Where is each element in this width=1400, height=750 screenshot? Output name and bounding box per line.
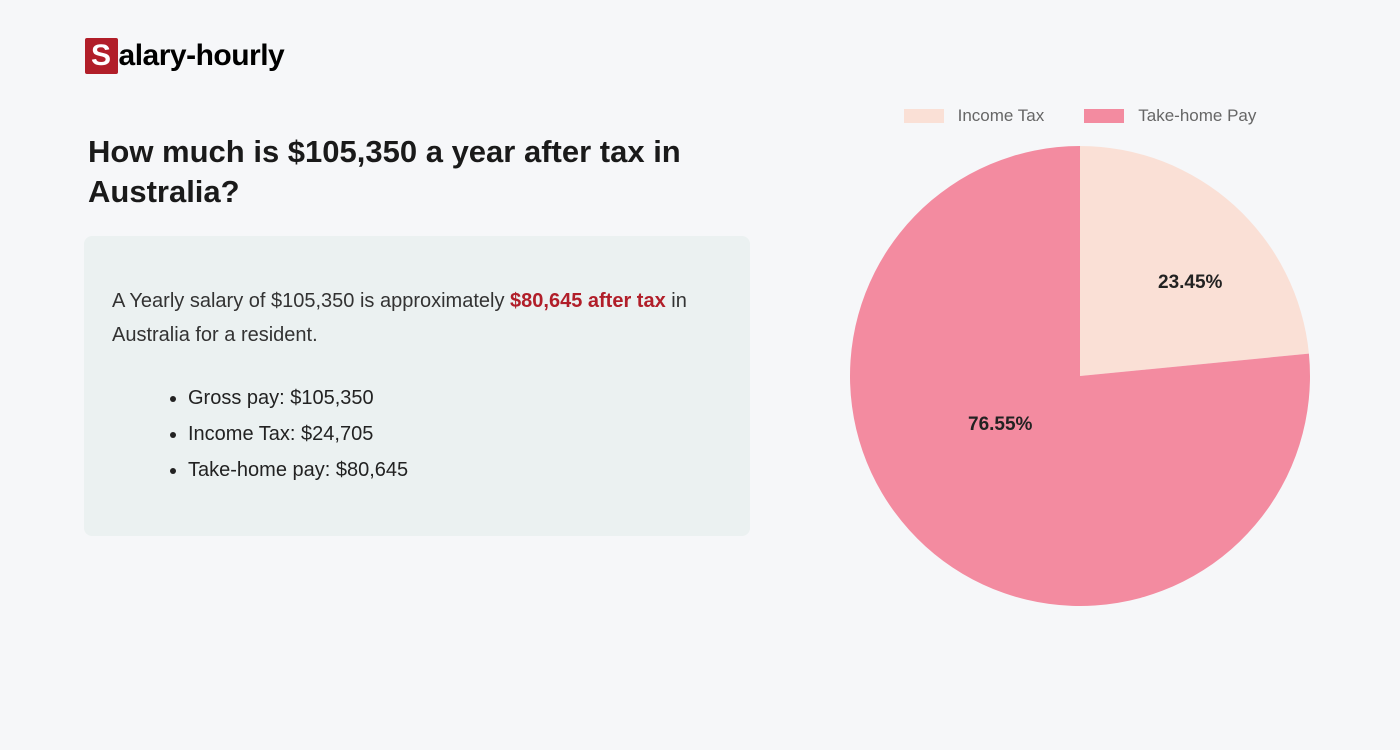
legend-item-take-home: Take-home Pay	[1084, 106, 1256, 126]
logo-rest: alary-hourly	[119, 39, 285, 72]
slice-label-income-tax: 23.45%	[1158, 272, 1222, 294]
info-highlight: $80,645 after tax	[510, 290, 666, 312]
pie-chart: 23.45% 76.55%	[850, 146, 1310, 606]
pie-svg	[850, 146, 1310, 606]
list-item: Gross pay: $105,350	[188, 380, 710, 416]
legend-label: Take-home Pay	[1138, 106, 1256, 126]
info-list: Gross pay: $105,350 Income Tax: $24,705 …	[112, 380, 710, 488]
list-item: Take-home pay: $80,645	[188, 452, 710, 488]
info-box: A Yearly salary of $105,350 is approxima…	[84, 236, 750, 536]
legend-swatch	[1084, 109, 1124, 123]
list-item: Income Tax: $24,705	[188, 416, 710, 452]
info-text: A Yearly salary of $105,350 is approxima…	[112, 284, 710, 352]
chart-legend: Income Tax Take-home Pay	[820, 106, 1340, 126]
logo-first-char: S	[85, 38, 118, 74]
site-logo: Salary-hourly	[85, 38, 284, 74]
legend-label: Income Tax	[958, 106, 1045, 126]
legend-item-income-tax: Income Tax	[904, 106, 1045, 126]
page-heading: How much is $105,350 a year after tax in…	[88, 132, 688, 213]
info-prefix: A Yearly salary of $105,350 is approxima…	[112, 290, 510, 312]
legend-swatch	[904, 109, 944, 123]
pie-chart-area: Income Tax Take-home Pay 23.45% 76.55%	[820, 106, 1340, 606]
slice-label-take-home: 76.55%	[968, 414, 1032, 436]
